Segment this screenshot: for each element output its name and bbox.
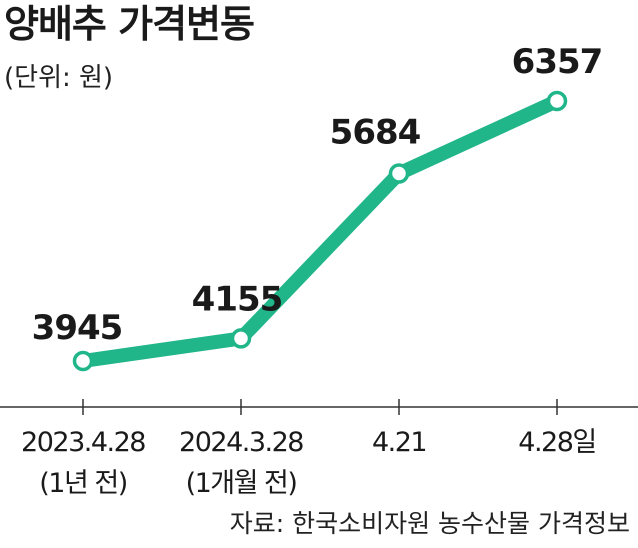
- x-tick-label: 4.21: [372, 427, 426, 458]
- data-point: [388, 163, 410, 184]
- data-point: [230, 328, 252, 349]
- series-line: [76, 94, 564, 368]
- x-tick-label: 4.28일: [518, 427, 595, 458]
- data-point: [546, 90, 568, 112]
- unit-label: (단위: 원): [4, 63, 114, 93]
- page-title: 양배추 가격변동: [4, 2, 255, 46]
- x-tick-sublabel: (1개월 전): [186, 468, 297, 499]
- source-note: 자료: 한국소비자원 농수산물 가격정보: [229, 509, 630, 538]
- data-label: 5684: [330, 113, 421, 153]
- x-tick-label: 2024.3.28: [179, 427, 303, 458]
- data-point: [72, 350, 94, 372]
- x-tick-sublabel: (1년 전): [39, 468, 127, 499]
- x-tick-label: 2023.4.28: [21, 427, 145, 458]
- data-label: 3945: [32, 308, 123, 348]
- data-label: 4155: [192, 279, 283, 319]
- data-label: 6357: [512, 42, 603, 82]
